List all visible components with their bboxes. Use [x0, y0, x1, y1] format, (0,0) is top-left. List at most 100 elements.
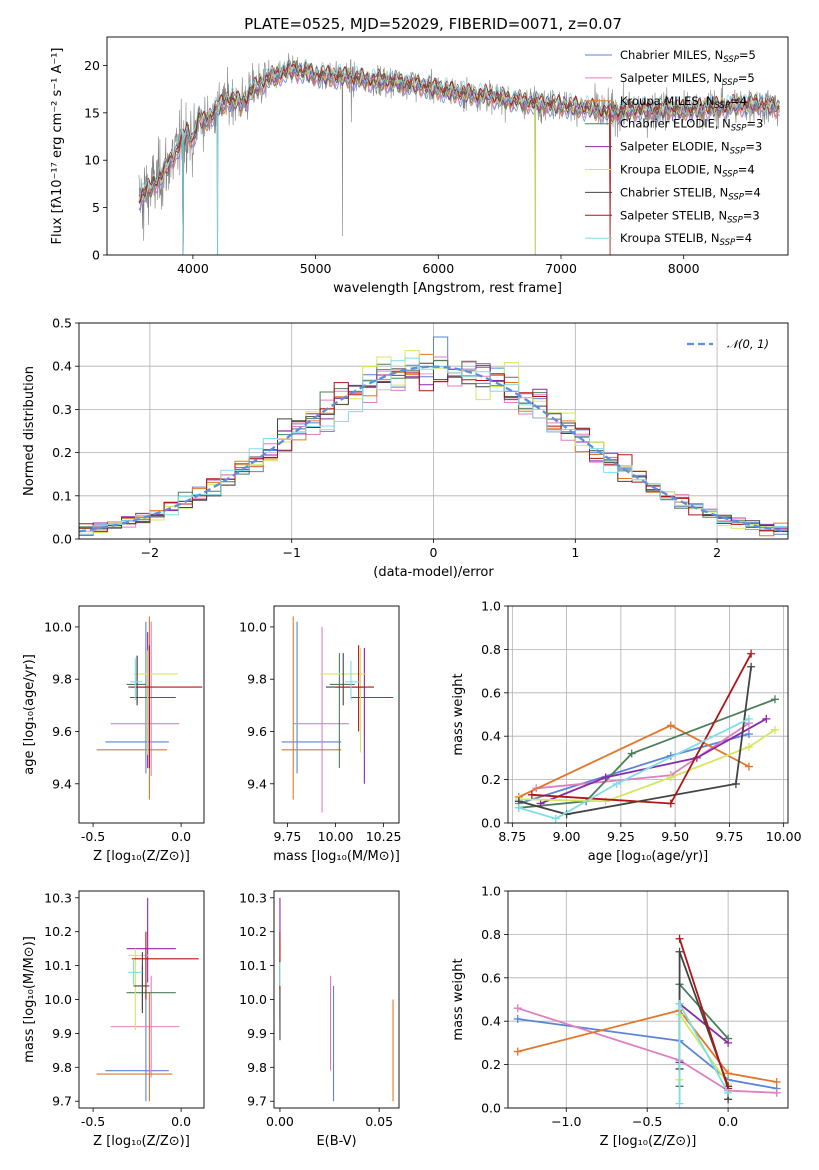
data-marker — [731, 779, 740, 788]
x-tick-label: 9.50 — [661, 829, 689, 844]
x-tick-label: 10.25 — [366, 829, 402, 844]
y-tick-label: 0.4 — [481, 1014, 501, 1029]
y-axis-label: age [log₁₀(age/yr)] — [22, 654, 37, 775]
x-tick-label: 10.00 — [766, 829, 802, 844]
plot-frame — [78, 605, 205, 824]
x-tick-label: 7000 — [545, 261, 577, 276]
y-axis-label: Normed distribution — [22, 366, 37, 496]
x-axis-label: E(B-V) — [316, 1134, 356, 1149]
x-tick-label: 9.75 — [274, 829, 302, 844]
y-tick-label: 10.2 — [239, 924, 267, 939]
spectrum-lines — [138, 53, 780, 255]
plot-frame — [106, 36, 789, 256]
x-tick-label: 0.0 — [171, 1114, 191, 1129]
y-tick-label: 0.4 — [481, 729, 501, 744]
plot-frame — [273, 890, 400, 1109]
data-marker — [675, 1099, 684, 1108]
x-axis-label: Z [log₁₀(Z/Z⊙)] — [600, 1134, 697, 1149]
y-tick-label: 9.6 — [52, 724, 72, 739]
model-fit-line — [138, 68, 780, 255]
y-tick-label: 0.5 — [52, 316, 72, 331]
x-tick-label: −1.0 — [551, 1114, 581, 1129]
x-axis-label: mass [log₁₀(M/M⊙)] — [273, 849, 400, 864]
y-axis-label: mass [log₁₀(M/M⊙)] — [22, 936, 37, 1063]
legend-entry: Chabrier MILES, NSSP=5 — [620, 48, 756, 65]
data-marker — [724, 1038, 733, 1047]
y-tick-label: 0.4 — [52, 359, 72, 374]
legend-entry: Chabrier STELIB, NSSP=4 — [620, 185, 761, 202]
y-tick-label: 0.3 — [52, 402, 72, 417]
x-tick-label: 8.75 — [498, 829, 526, 844]
massweight-vs-age-panel: 8.75 9.00 9.25 9.50 9.75 10.00 0.0 0.2 0.4 0.6 0.8… — [451, 599, 802, 865]
data-marker — [513, 1015, 522, 1024]
age-vs-metallicity-panel: -0.5 0.0 9.4 9.6 9.8 10.0 Z [log₁₀(Z/Z⊙)] age [… — [22, 605, 205, 864]
x-tick-label: 5000 — [300, 261, 332, 276]
plot-frame — [507, 890, 789, 1109]
mass-weight-line — [518, 733, 750, 805]
y-tick-label: 10.0 — [44, 992, 72, 1007]
y-tick-label: 9.9 — [247, 1026, 267, 1041]
x-axis-label: age [log₁₀(age/yr)] — [588, 849, 709, 864]
y-tick-label: 0.0 — [481, 1101, 501, 1116]
plot-frame — [507, 605, 789, 824]
histogram-group — [79, 336, 788, 538]
y-tick-label: 0.8 — [481, 927, 501, 942]
y-tick-label: 10.1 — [44, 958, 72, 973]
data-marker — [724, 1088, 733, 1097]
y-tick-label: 10.2 — [44, 924, 72, 939]
y-tick-label: 10.1 — [239, 958, 267, 973]
age-vs-mass-panel: 9.75 10.00 10.25 9.4 9.6 9.8 10.0 mass [log₁₀(M… — [239, 605, 402, 864]
errorbar-group — [96, 897, 199, 1102]
data-marker — [747, 662, 756, 671]
data-marker — [770, 695, 779, 704]
data-marker — [772, 1088, 781, 1097]
errorbar-group — [96, 616, 203, 800]
plot-frame — [273, 605, 400, 824]
x-tick-label: 4000 — [177, 261, 209, 276]
mass-weight-line — [517, 1007, 777, 1094]
y-tick-label: 9.8 — [52, 1060, 72, 1075]
x-tick-label: 6000 — [422, 261, 454, 276]
data-marker — [666, 721, 675, 730]
model-fit-line — [138, 58, 780, 255]
y-tick-label: 10.0 — [239, 992, 267, 1007]
y-tick-label: 1.0 — [481, 599, 501, 614]
y-tick-label: 0 — [92, 248, 100, 263]
data-marker — [770, 725, 779, 734]
y-tick-label: 10.0 — [239, 619, 267, 634]
y-tick-label: 0.1 — [52, 488, 72, 503]
mass-vs-metallicity-panel: -0.5 0.0 9.7 9.8 9.9 10.0 10.1 10.2 10.3 Z [log₁₀… — [22, 890, 205, 1149]
x-tick-label: −1 — [282, 545, 300, 560]
x-tick-label: 0.0 — [718, 1114, 738, 1129]
x-tick-label: -0.5 — [81, 1114, 105, 1129]
y-tick-label: 10 — [84, 153, 100, 168]
x-tick-label: 0.05 — [365, 1114, 393, 1129]
x-tick-label: −2 — [141, 545, 159, 560]
y-tick-label: 0.2 — [481, 772, 501, 787]
x-tick-label: 0.0 — [171, 829, 191, 844]
data-marker — [601, 773, 610, 782]
y-tick-label: 0.0 — [481, 816, 501, 831]
data-marker — [675, 934, 684, 943]
data-marker — [744, 743, 753, 752]
spectrum-panel: 4000 5000 6000 7000 8000 0 5 10 15 20 wavelength [… — [50, 36, 789, 296]
legend-entry: Chabrier ELODIE, NSSP=3 — [620, 117, 763, 134]
legend-entry: 𝒩(0, 1) — [727, 337, 769, 351]
y-tick-label: 10.3 — [44, 890, 72, 905]
figure-title: PLATE=0525, MJD=52029, FIBERID=0071, z=0… — [244, 15, 622, 33]
data-marker — [747, 649, 756, 658]
massweight-vs-metallicity-panel: −1.0 −0.5 0.0 0.0 0.2 0.4 0.6 0.8 1.0 Z [log₁₀(Z/… — [451, 884, 789, 1149]
errorbar-group — [279, 897, 394, 1102]
legend-entry: Salpeter MILES, NSSP=5 — [620, 71, 755, 88]
data-marker — [744, 762, 753, 771]
y-axis-label: mass weight — [451, 673, 466, 755]
data-marker — [612, 779, 621, 788]
mass-weight-line — [517, 1018, 777, 1090]
y-tick-label: 9.4 — [52, 776, 72, 791]
data-marker — [666, 799, 675, 808]
data-marker — [675, 947, 684, 956]
data-marker — [772, 1077, 781, 1086]
normal-curve — [79, 365, 786, 533]
model-fit-line — [138, 63, 780, 255]
